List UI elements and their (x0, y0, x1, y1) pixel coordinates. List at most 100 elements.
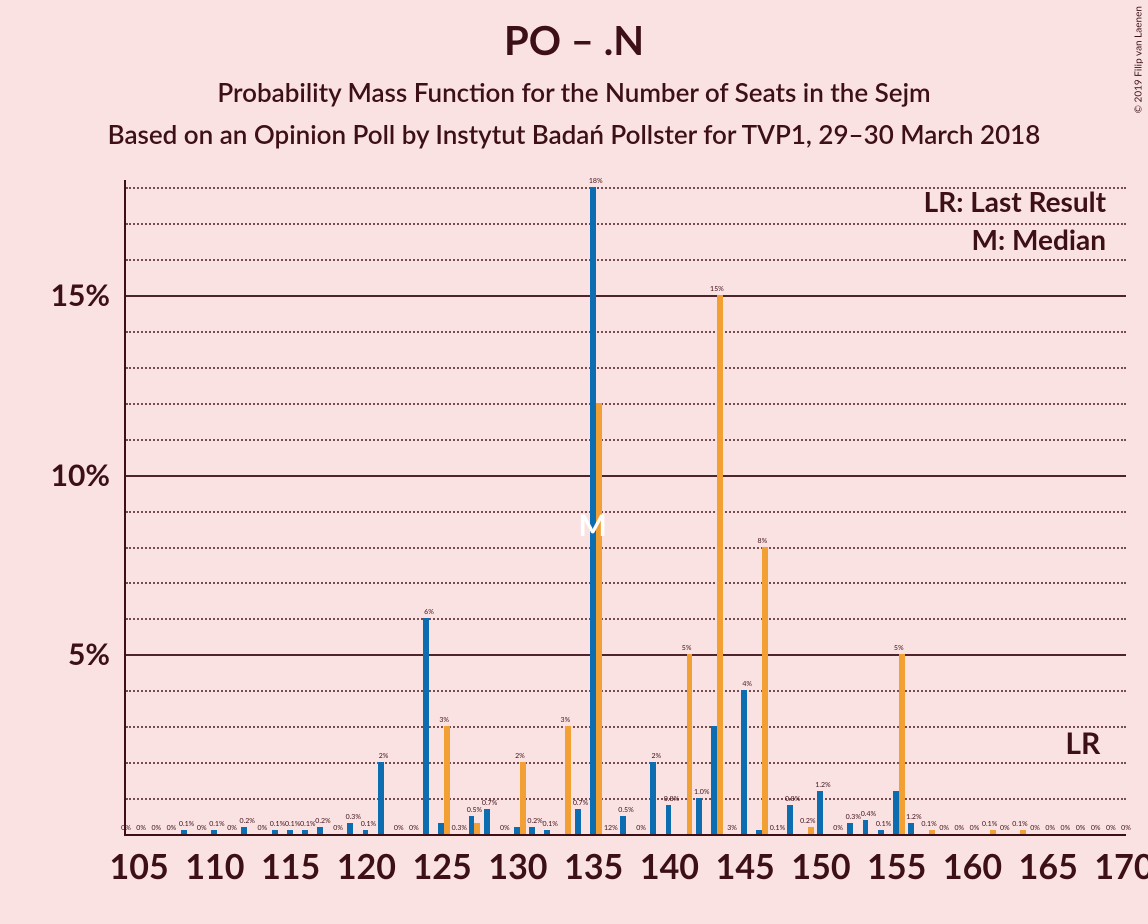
copyright-text: © 2019 Filip van Laenen (1132, 6, 1144, 113)
bar-blue (908, 823, 914, 834)
x-tick-label: 145 (716, 846, 775, 887)
bar-blue (529, 827, 535, 834)
bar-blue (272, 830, 278, 834)
subtitle-1: Probability Mass Function for the Number… (0, 76, 1148, 108)
y-tick-label: 5% (0, 636, 110, 672)
gridline-minor (126, 798, 1126, 800)
bar-value-label: 0.1% (300, 820, 315, 828)
bar-value-label: 0% (636, 824, 646, 832)
bar-value-label: 6% (424, 608, 434, 616)
bar-value-label: 0% (970, 824, 980, 832)
gridline-minor (126, 331, 1126, 333)
bar-orange (899, 654, 905, 834)
bar-blue (423, 618, 429, 834)
bar-blue (575, 809, 581, 834)
bar-value-label: 0% (954, 824, 964, 832)
bar-value-label: 0% (1091, 824, 1101, 832)
bar-blue (878, 830, 884, 834)
bar-value-label: 0.2% (315, 817, 330, 825)
gridline-minor (126, 762, 1126, 764)
bar-value-label: 0% (939, 824, 949, 832)
bar-value-label: 0.1% (361, 820, 376, 828)
bar-value-label: 0.1% (921, 820, 936, 828)
bar-orange (717, 295, 723, 834)
median-marker: M (579, 507, 607, 543)
x-tick-label: 120 (337, 846, 396, 887)
bar-orange (808, 827, 814, 834)
bar-value-label: 0.8% (664, 795, 679, 803)
bar-blue (544, 830, 550, 834)
gridline-minor (126, 690, 1126, 692)
gridline-major (126, 295, 1126, 297)
bar-blue (620, 816, 626, 834)
x-tick-label: 125 (413, 846, 472, 887)
bar-value-label: 0% (409, 824, 419, 832)
bar-value-label: 18% (589, 177, 603, 185)
bar-orange (596, 403, 602, 834)
bar-value-label: 0.1% (1012, 820, 1027, 828)
gridline-minor (126, 439, 1126, 441)
bar-value-label: 12% (604, 824, 618, 832)
bar-blue (241, 827, 247, 834)
bar-value-label: 0% (151, 824, 161, 832)
bar-value-label: 0.1% (543, 820, 558, 828)
bar-value-label: 0% (1121, 824, 1131, 832)
bar-blue (817, 791, 823, 834)
bar-blue (378, 762, 384, 834)
bar-blue (317, 827, 323, 834)
bar-value-label: 4% (742, 680, 752, 688)
subtitle-2: Based on an Opinion Poll by Instytut Bad… (0, 118, 1148, 150)
bar-blue (863, 820, 869, 834)
x-tick-label: 165 (1019, 846, 1078, 887)
legend-median: M: Median (972, 222, 1106, 256)
bar-value-label: 1.2% (906, 813, 921, 821)
bar-value-label: 5% (682, 644, 692, 652)
bar-value-label: 0% (197, 824, 207, 832)
bar-value-label: 2% (651, 752, 661, 760)
bar-value-label: 3% (439, 716, 449, 724)
plot-region: LR: Last Result M: Median 0%0%0%0%0.1%0%… (124, 180, 1126, 836)
bar-value-label: 0% (1030, 824, 1040, 832)
bar-blue (363, 830, 369, 834)
gridline-minor (126, 223, 1126, 225)
gridline-major (126, 654, 1126, 656)
bar-value-label: 0.5% (467, 806, 482, 814)
bar-value-label: 0% (1061, 824, 1071, 832)
bar-orange (474, 823, 480, 834)
gridline-minor (126, 259, 1126, 261)
bar-value-label: 0.1% (179, 820, 194, 828)
gridline-minor (126, 582, 1126, 584)
bar-value-label: 0.1% (270, 820, 285, 828)
x-tick-label: 155 (867, 846, 926, 887)
bar-value-label: 1.2% (815, 781, 830, 789)
bar-value-label: 2% (379, 752, 389, 760)
bar-value-label: 0% (833, 824, 843, 832)
bar-value-label: 8% (758, 537, 768, 545)
x-tick-label: 140 (640, 846, 699, 887)
bar-orange (990, 830, 996, 834)
bar-blue (287, 830, 293, 834)
bar-value-label: 3% (561, 716, 571, 724)
bar-value-label: 0.7% (573, 799, 588, 807)
bar-value-label: 0% (258, 824, 268, 832)
bar-value-label: 0% (227, 824, 237, 832)
bar-value-label: 0.1% (876, 820, 891, 828)
x-tick-label: 115 (261, 846, 320, 887)
gridline-minor (126, 547, 1126, 549)
chart-area: LR: Last Result M: Median 0%0%0%0%0.1%0%… (124, 180, 1124, 834)
bar-blue (787, 805, 793, 834)
bar-orange (929, 830, 935, 834)
bar-value-label: 0% (136, 824, 146, 832)
bar-value-label: 0.1% (982, 820, 997, 828)
bar-value-label: 0% (1076, 824, 1086, 832)
bar-blue (696, 798, 702, 834)
bar-value-label: 0.7% (482, 799, 497, 807)
y-tick-label: 15% (0, 277, 110, 313)
bar-value-label: 0.4% (861, 810, 876, 818)
bar-value-label: 0.3% (452, 824, 467, 832)
bar-orange (762, 547, 768, 834)
bar-value-label: 0.1% (209, 820, 224, 828)
bar-blue (650, 762, 656, 834)
bar-blue (666, 805, 672, 834)
bar-value-label: 0% (1000, 824, 1010, 832)
